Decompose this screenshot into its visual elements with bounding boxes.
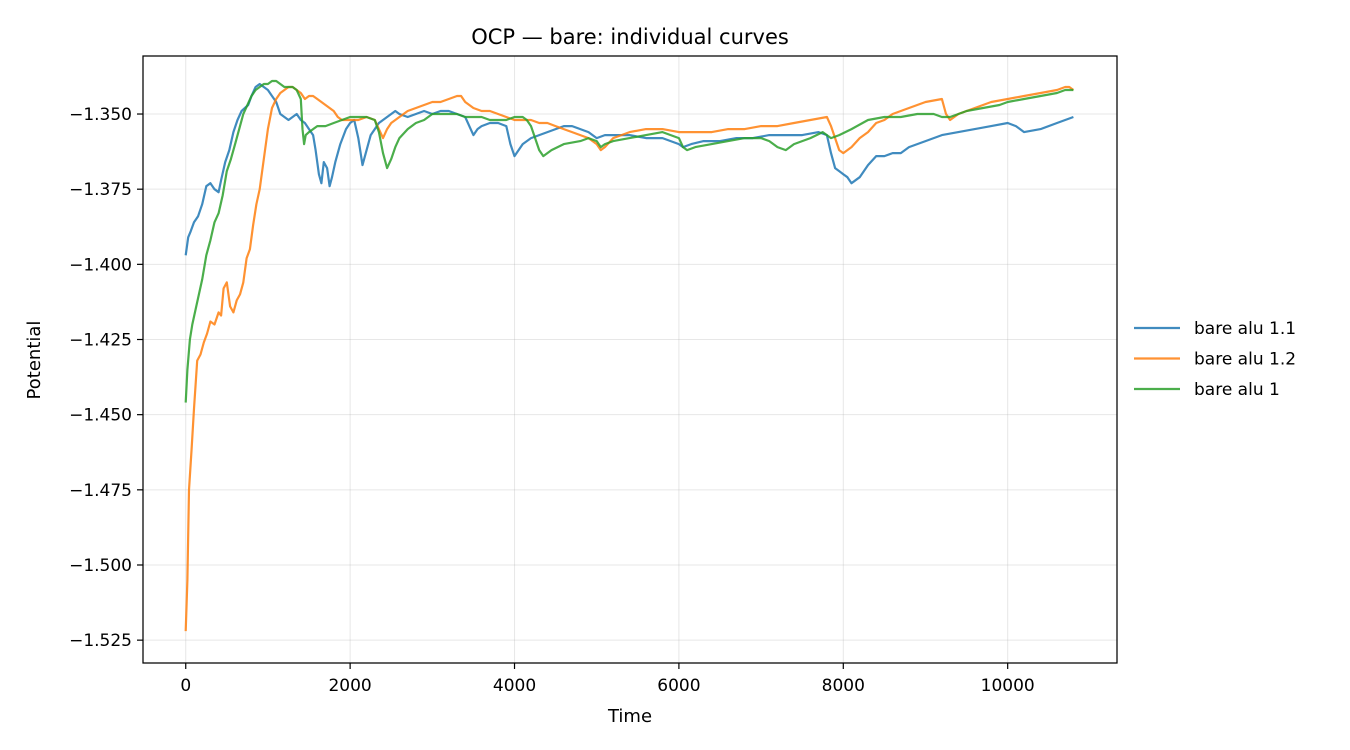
series-lines [184,79,1075,632]
y-tick-label: −1.375 [69,180,132,200]
series-line-2 [184,85,1075,632]
x-tick-label: 8000 [822,676,865,696]
legend: bare alu 1.1 bare alu 1.2 bare alu 1 [1134,319,1296,400]
series-line-3 [184,79,1074,403]
plot-frame [142,55,1118,664]
legend-label-1: bare alu 1.1 [1194,319,1296,339]
y-tick-label: −1.425 [69,331,132,351]
y-tick-label: −1.350 [69,105,132,125]
x-axis-label: Time [607,706,652,727]
x-tick-label: 2000 [328,676,371,696]
y-tick-label: −1.400 [69,255,132,275]
x-tick-label: 4000 [493,676,536,696]
legend-label-2: bare alu 1.2 [1194,350,1296,370]
x-tick-label: 10000 [981,676,1035,696]
x-tick-label: 0 [180,676,191,696]
y-tick-label: −1.525 [69,631,132,651]
y-tick-label: −1.475 [69,481,132,501]
legend-label-3: bare alu 1 [1194,380,1280,400]
x-tick-label: 6000 [657,676,700,696]
chart-title: OCP — bare: individual curves [471,25,789,49]
axis-ticks: 0 2000 4000 6000 8000 10000 −1.525 −1.500 −1.475… [69,105,1035,696]
y-tick-label: −1.500 [69,556,132,576]
y-axis-label: Potential [24,321,45,400]
grid [143,56,1117,663]
y-tick-label: −1.450 [69,406,132,426]
